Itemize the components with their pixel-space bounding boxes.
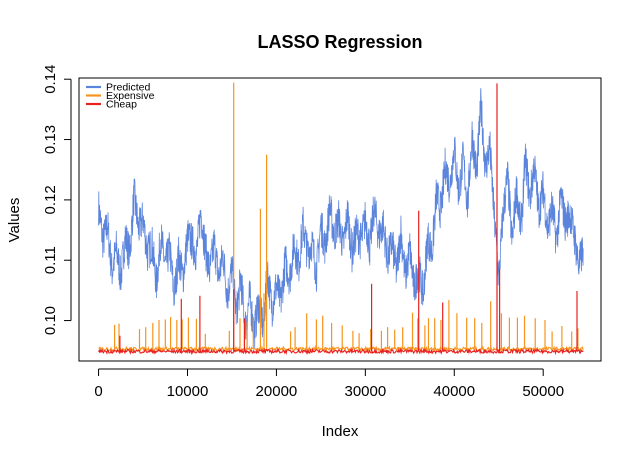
plot-frame [78, 77, 602, 362]
y-tick-label: 0.11 [42, 246, 59, 274]
y-axis-label: Values [6, 198, 23, 243]
series-expensive-baseline [98, 344, 584, 353]
y-axis: 0.10 0.11 0.12 0.13 0.14 [42, 65, 72, 335]
chart-title: LASSO Regression [257, 32, 422, 52]
y-tick-label: 0.13 [42, 125, 59, 154]
series-layer [98, 82, 584, 356]
legend-label-expensive: Expensive [106, 90, 155, 102]
y-tick-label: 0.12 [42, 185, 59, 214]
y-tick-label: 0.14 [42, 65, 59, 94]
x-tick-label: 20000 [256, 383, 298, 400]
series-cheap-baseline [98, 347, 584, 356]
x-axis-label: Index [322, 423, 359, 440]
legend-label-predicted: Predicted [106, 82, 151, 94]
legend-label-cheap: Cheap [106, 99, 137, 111]
x-axis: 0 10000 20000 30000 40000 50000 [94, 368, 564, 400]
x-tick-label: 0 [94, 383, 102, 400]
y-tick-label: 0.10 [42, 306, 59, 335]
x-tick-label: 50000 [522, 383, 564, 400]
x-tick-label: 40000 [433, 383, 475, 400]
series-predicted-line [98, 88, 584, 349]
x-tick-label: 10000 [167, 383, 209, 400]
x-tick-label: 30000 [344, 383, 386, 400]
